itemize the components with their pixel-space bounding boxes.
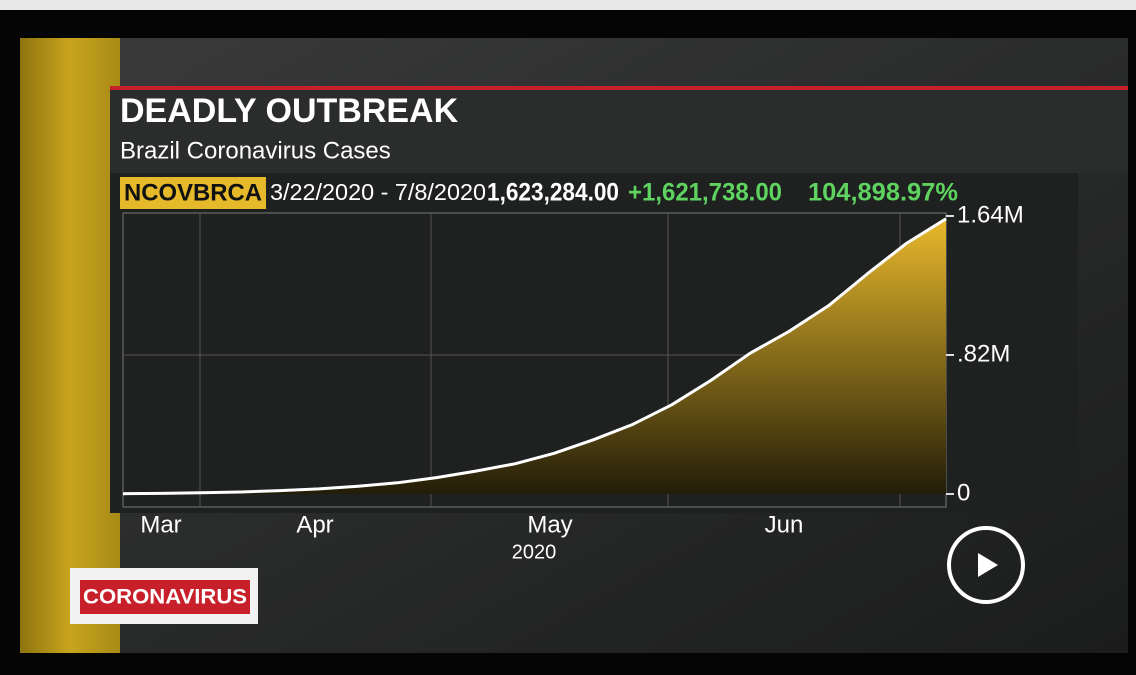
area-fill: [123, 218, 946, 495]
ticker-box: [120, 177, 266, 209]
play-icon[interactable]: [978, 553, 998, 577]
plot: Mar Apr May Jun 2020 0 .82M 1.64M: [122, 201, 1024, 563]
x-year-label: 2020: [512, 541, 557, 563]
ticker: NCOVBRCA: [124, 179, 262, 206]
y-tick-label: .82M: [957, 340, 1010, 367]
x-tick-label: Mar: [140, 511, 181, 538]
x-tick-label: May: [527, 511, 572, 538]
chart-subtitle: Brazil Coronavirus Cases: [120, 137, 391, 164]
yellow-stripe: [20, 38, 120, 653]
y-tick-label: 1.64M: [957, 201, 1024, 228]
x-tick-label: Jun: [765, 511, 804, 538]
chart-title: DEADLY OUTBREAK: [120, 92, 459, 130]
badge: CORONAVIRUS: [83, 586, 247, 609]
top-bar: [0, 0, 1136, 10]
date-range: 3/22/2020 - 7/8/2020: [270, 179, 486, 205]
red-rule: [110, 86, 1128, 90]
last-value: 1,623,284.00: [487, 179, 619, 207]
x-tick-label: Apr: [296, 511, 333, 538]
line: [122, 217, 947, 496]
play-circle[interactable]: [947, 526, 1025, 604]
change-pct: 104,898.97%: [808, 179, 958, 207]
title-panel: [110, 88, 1128, 173]
y-tick-label: 0: [957, 479, 970, 506]
badge-inner: [80, 580, 250, 614]
play-button[interactable]: [947, 526, 1025, 604]
change: +1,621,738.00: [628, 179, 782, 207]
